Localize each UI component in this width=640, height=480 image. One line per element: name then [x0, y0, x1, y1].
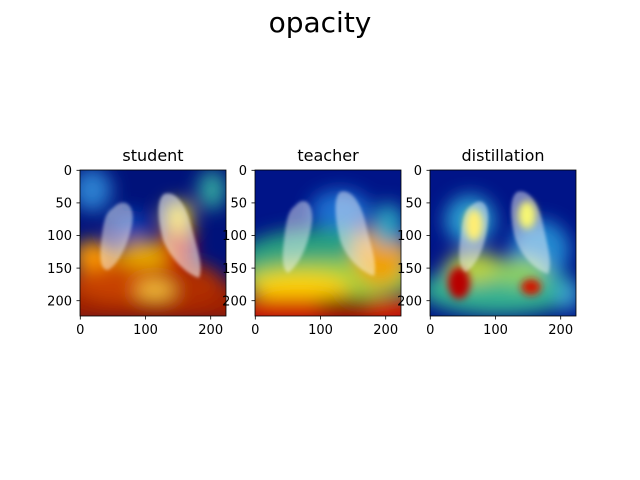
- panel-distillation: distillation: [397, 146, 577, 338]
- x-tick-label: 200: [548, 323, 573, 338]
- x-tick-label: 100: [483, 323, 508, 338]
- ticks-teacher: [251, 169, 387, 320]
- y-tick-label: 0: [239, 164, 247, 179]
- ticks-student: [76, 169, 212, 320]
- panel-student: student: [47, 146, 227, 338]
- y-tick-label: 100: [222, 229, 247, 244]
- axes-frame-student: [79, 169, 227, 317]
- panel-title-teacher: teacher: [297, 146, 359, 165]
- x-tick-label: 0: [426, 323, 434, 338]
- heatmap-student: [80, 170, 226, 316]
- y-tick-label: 150: [222, 262, 247, 277]
- x-tick-label: 0: [251, 323, 259, 338]
- y-tick-label: 50: [405, 197, 422, 212]
- x-tick-label: 200: [198, 323, 223, 338]
- y-tick-label: 100: [47, 229, 72, 244]
- y-tick-label: 100: [397, 229, 422, 244]
- x-tick-label: 100: [308, 323, 333, 338]
- y-tick-label: 50: [230, 197, 247, 212]
- axes-frame-teacher: [254, 169, 402, 317]
- x-tick-label: 200: [373, 323, 398, 338]
- y-tick-label: 150: [397, 262, 422, 277]
- y-tick-label: 0: [64, 164, 72, 179]
- x-tick-label: 100: [133, 323, 158, 338]
- heatmap-distillation: [430, 170, 576, 316]
- heatmap-teacher: [255, 170, 401, 316]
- panel-title-distillation: distillation: [462, 146, 545, 165]
- panel-title-student: student: [122, 146, 183, 165]
- figure-title: opacity: [269, 6, 372, 39]
- y-tick-label: 150: [47, 262, 72, 277]
- y-tick-label: 200: [47, 294, 72, 309]
- y-tick-label: 0: [414, 164, 422, 179]
- y-tick-label: 200: [397, 294, 422, 309]
- axes-frame-distillation: [429, 169, 577, 317]
- y-tick-label: 200: [222, 294, 247, 309]
- y-tick-label: 50: [55, 197, 72, 212]
- ticks-distillation: [426, 169, 562, 320]
- x-tick-label: 0: [76, 323, 84, 338]
- panel-teacher: teacher 0 100: [222, 146, 402, 338]
